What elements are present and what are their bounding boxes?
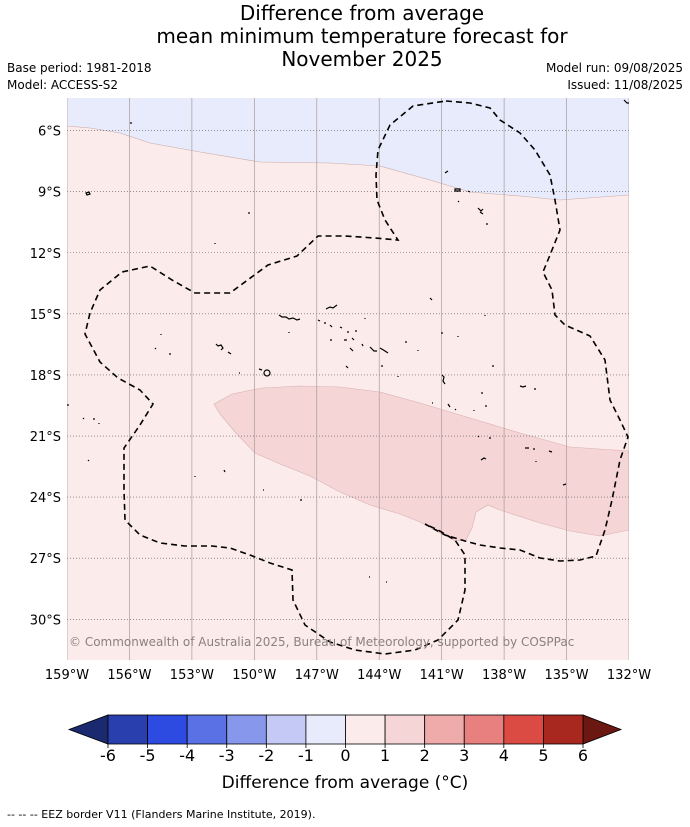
colorbar-under-arrow [67, 714, 109, 745]
colorbar-swatch [463, 714, 505, 745]
colorbar-tick-label: 2 [420, 746, 430, 765]
model-run: Model run: 09/08/2025 [545, 61, 683, 75]
lon-tick-label: 132°W [607, 668, 651, 683]
lat-tick-label: 18°S [30, 369, 61, 384]
lon-tick-label: 150°W [232, 668, 276, 683]
model-name: Model: ACCESS-S2 [7, 78, 119, 92]
colorbar-tick-label: 6 [578, 746, 588, 765]
colorbar-tick-label: -2 [258, 746, 274, 765]
lat-tick-label: 15°S [30, 308, 61, 323]
anomaly-1-2-region [213, 385, 629, 542]
lat-tick-label: 24°S [30, 491, 61, 506]
colorbar: -6 -5 -4 -3 -2 -1 0 1 2 3 4 5 6 [67, 714, 623, 765]
colorbar-label: Difference from average (°C) [221, 773, 469, 793]
lat-tick-label: 9°S [38, 186, 61, 201]
colorbar-swatch [345, 714, 386, 745]
colorbar-swatch [186, 714, 228, 745]
colorbar-swatch [543, 714, 584, 745]
lon-tick-label: 138°W [482, 668, 526, 683]
lat-tick-label: 12°S [30, 247, 61, 262]
lon-tick-label: 141°W [420, 668, 464, 683]
colorbar-swatch [147, 714, 188, 745]
colorbar-swatch [503, 714, 544, 745]
meta-left: Base period: 1981-2018 Model: ACCESS-S2 [7, 60, 152, 94]
colorbar-tick-label: 5 [538, 746, 548, 765]
eez-border [84, 100, 629, 655]
colorbar-swatch [424, 714, 465, 745]
lon-tick-label: 135°W [544, 668, 588, 683]
colorbar-over-arrow [582, 714, 623, 745]
colorbar-tick-label: -3 [219, 746, 235, 765]
colorbar-swatch [305, 714, 346, 745]
colorbar-tick-label: -6 [100, 746, 116, 765]
meta-right: Model run: 09/08/2025 Issued: 11/08/2025 [546, 60, 683, 94]
colorbar-swatch [226, 714, 267, 745]
colorbar-swatch [265, 714, 307, 745]
lon-tick-label: 153°W [170, 668, 214, 683]
map-title: Difference from average mean minimum tem… [0, 2, 690, 71]
colorbar-tick-label: -5 [140, 746, 156, 765]
axis-labels: 6°S 9°S 12°S 15°S 18°S 21°S 24°S 27°S 30°S 159°W 1… [30, 125, 652, 683]
base-period: Base period: 1981-2018 [7, 61, 152, 75]
anomaly-minus1-0-region [67, 98, 629, 200]
colorbar-tick-label: 4 [499, 746, 509, 765]
lat-tick-label: 27°S [30, 552, 61, 567]
lat-tick-label: 21°S [30, 430, 61, 445]
lat-tick-label: 6°S [38, 125, 61, 140]
title-line-1: Difference from average [239, 1, 485, 25]
island-coastlines [67, 99, 629, 583]
eez-footnote: -- -- -- EEZ border V11 (Flanders Marine… [7, 808, 316, 821]
copyright-text: © Commonwealth of Australia 2025, Bureau… [69, 635, 574, 649]
lon-tick-label: 147°W [295, 668, 339, 683]
title-line-3: November 2025 [281, 47, 443, 71]
colorbar-tick-label: 1 [380, 746, 390, 765]
issued-date: Issued: 11/08/2025 [567, 78, 683, 92]
colorbar-tick-label: 0 [340, 746, 350, 765]
colorbar-tick-label: 3 [459, 746, 469, 765]
title-line-2: mean minimum temperature forecast for [156, 24, 568, 48]
lat-tick-label: 30°S [30, 613, 61, 628]
lon-tick-label: 156°W [107, 668, 151, 683]
graticule [67, 98, 629, 660]
lon-tick-label: 144°W [357, 668, 401, 683]
colorbar-swatch [384, 714, 426, 745]
colorbar-tick-label: -1 [298, 746, 314, 765]
colorbar-tick-label: -4 [179, 746, 195, 765]
map-plot-area: © Commonwealth of Australia 2025, Bureau… [67, 98, 629, 660]
lon-tick-label: 159°W [45, 668, 89, 683]
colorbar-swatch [107, 714, 148, 745]
